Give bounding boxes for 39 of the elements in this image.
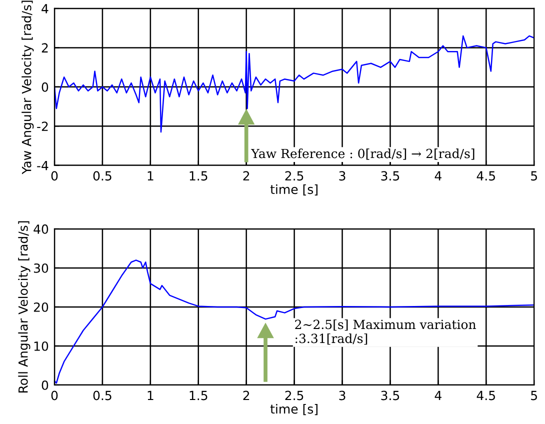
y-tick-label: 2 bbox=[42, 43, 48, 52]
x-tick-label: 3.5 bbox=[381, 171, 400, 181]
x-tick-label: 1 bbox=[148, 390, 154, 400]
x-tick-label: 1.5 bbox=[190, 390, 208, 400]
x-tick-label: 4.5 bbox=[476, 171, 495, 181]
y-tick-label: -2 bbox=[37, 122, 48, 131]
y-tick-label: 40 bbox=[34, 224, 48, 234]
x-tick-label: 2.5 bbox=[285, 390, 304, 400]
x-tick-label: 1 bbox=[148, 171, 154, 180]
y-axis-title: Roll Angular Velocity [rad/s] bbox=[18, 221, 30, 392]
x-tick-label: 4 bbox=[434, 171, 442, 180]
y-tick-label: 4 bbox=[42, 4, 48, 14]
x-tick-label: 0 bbox=[51, 171, 58, 181]
x-axis-title: time [s] bbox=[270, 404, 318, 416]
y-tick-label: 0 bbox=[42, 380, 48, 390]
y-axis-title: Yaw Angular Velocity [rad/s] bbox=[22, 0, 34, 174]
x-tick-label: 3 bbox=[339, 171, 346, 181]
y-tick-label: 20 bbox=[34, 302, 48, 312]
line-series bbox=[54, 35, 534, 133]
x-tick-label: 2 bbox=[243, 390, 250, 400]
y-tick-label: 10 bbox=[34, 341, 48, 351]
y-tick-label: 30 bbox=[34, 263, 48, 273]
x-tick-label: 3.5 bbox=[381, 390, 400, 400]
x-tick-label: 1.5 bbox=[190, 171, 208, 181]
annotation: 2~2.5[s] Maximum variation :3.31[rad/s] bbox=[295, 319, 476, 345]
x-tick-label: 4.5 bbox=[476, 390, 495, 400]
y-tick-label: 0 bbox=[42, 82, 48, 92]
y-tick-label: -4 bbox=[37, 160, 48, 170]
x-tick-label: 2 bbox=[243, 171, 250, 180]
x-tick-label: 0.5 bbox=[93, 390, 112, 400]
annotation: Yaw Reference : 0[rad/s] → 2[rad/s] bbox=[250, 148, 474, 160]
x-tick-label: 2.5 bbox=[285, 171, 304, 181]
x-tick-label: 0 bbox=[51, 390, 58, 400]
x-tick-label: 4 bbox=[434, 390, 442, 400]
x-tick-label: 0.5 bbox=[93, 171, 112, 181]
x-tick-label: 5 bbox=[531, 171, 537, 181]
x-tick-label: 5 bbox=[531, 390, 537, 400]
x-axis-title: time [s] bbox=[270, 184, 318, 196]
x-tick-label: 3 bbox=[339, 390, 346, 400]
